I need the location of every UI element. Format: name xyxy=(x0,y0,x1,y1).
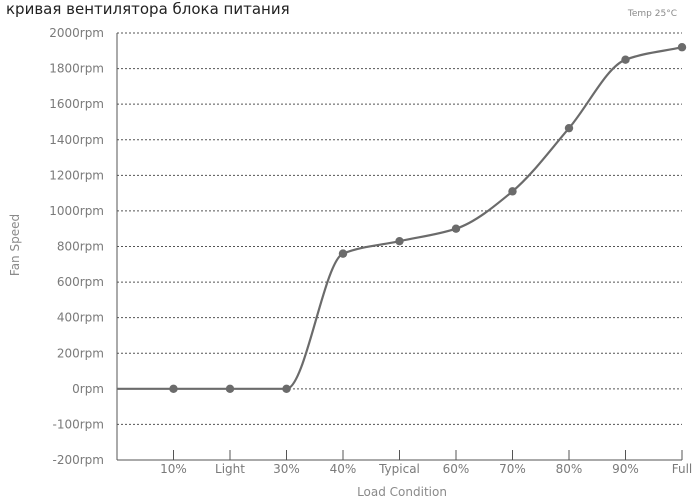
y-tick-label: 1400rpm xyxy=(49,133,104,147)
data-points xyxy=(169,43,687,394)
y-tick-label: -100rpm xyxy=(53,417,104,431)
data-point xyxy=(508,187,517,196)
series xyxy=(116,46,683,390)
gridlines xyxy=(117,32,682,425)
x-tick-label: 70% xyxy=(499,462,526,476)
x-tick-label: 60% xyxy=(443,462,470,476)
data-point xyxy=(169,384,178,394)
data-point xyxy=(677,43,687,52)
x-axis-label: Load Condition xyxy=(357,485,447,499)
y-tick-label: 1800rpm xyxy=(49,62,104,76)
chart-title: кривая вентилятора блока питания xyxy=(6,0,290,18)
data-point xyxy=(451,224,461,233)
y-tick-label: 1600rpm xyxy=(49,97,104,111)
x-tick-label: 40% xyxy=(330,462,357,476)
y-tick-label: 0rpm xyxy=(72,382,104,396)
x-tick-label: 10% xyxy=(160,462,187,476)
data-point xyxy=(282,384,291,394)
data-point xyxy=(338,249,348,258)
y-tick-label: 800rpm xyxy=(57,240,104,254)
x-tick-label: Typical xyxy=(378,462,420,476)
y-tick-label: 1000rpm xyxy=(49,204,104,218)
x-tick-label: 30% xyxy=(273,462,300,476)
y-tick-label: 400rpm xyxy=(57,311,104,325)
y-tick-label: 200rpm xyxy=(57,346,104,360)
y-tick-label: -200rpm xyxy=(53,453,104,467)
data-point xyxy=(621,55,630,64)
y-tick-label: 600rpm xyxy=(57,275,104,289)
y-tick-labels: -200rpm -100rpm 0rpm 200rpm 400rpm 600rpm 800r… xyxy=(49,26,104,467)
x-tick-label: 90% xyxy=(612,462,639,476)
data-point xyxy=(564,123,574,133)
y-tick-label: 1200rpm xyxy=(49,168,104,182)
data-point xyxy=(395,236,404,246)
temperature-note: Temp 25°C xyxy=(627,9,677,19)
y-tick-label: 2000rpm xyxy=(49,26,104,40)
y-axis-label: Fan Speed xyxy=(8,214,22,276)
series-line xyxy=(116,46,683,390)
x-tick-labels: 10% Light 30% 40% Typical 60% 70% 80% 90% Full xyxy=(160,462,692,476)
x-tick-label: Light xyxy=(215,462,245,476)
x-tick-label: Full xyxy=(672,462,693,476)
data-point xyxy=(225,384,235,394)
x-tick-label: 80% xyxy=(556,462,583,476)
